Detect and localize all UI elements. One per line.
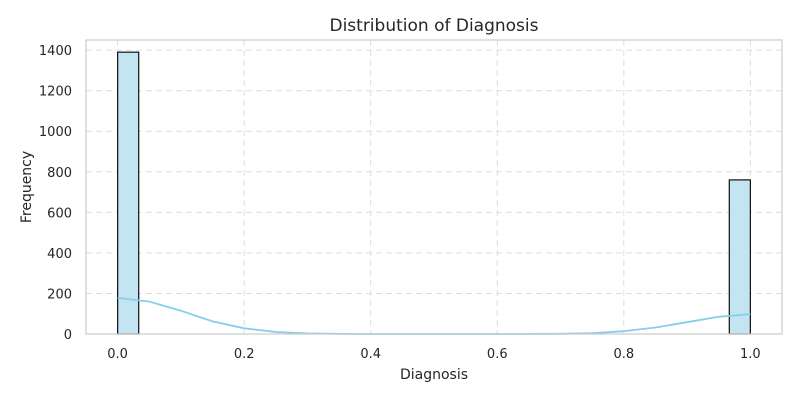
histogram-bar bbox=[117, 51, 140, 335]
chart-title: Distribution of Diagnosis bbox=[329, 16, 538, 36]
y-tick-label: 400 bbox=[47, 247, 72, 262]
x-tick-label: 1.0 bbox=[740, 347, 761, 362]
plot-frame bbox=[85, 39, 783, 335]
y-tick-label: 600 bbox=[47, 206, 72, 221]
y-axis-label: Frequency bbox=[19, 151, 35, 223]
x-tick-label: 0.0 bbox=[107, 347, 128, 362]
y-tick-label: 800 bbox=[47, 166, 72, 181]
y-tick-label: 0 bbox=[64, 328, 72, 343]
grid-layer bbox=[86, 40, 782, 335]
y-tick-label: 1400 bbox=[39, 44, 72, 59]
y-tick-labels: 0 200 400 600 800 1000 1200 1400 bbox=[39, 44, 72, 343]
kde-curve bbox=[117, 297, 751, 335]
bars-layer bbox=[117, 51, 751, 335]
x-tick-label: 0.2 bbox=[234, 347, 255, 362]
x-tick-label: 0.4 bbox=[360, 347, 381, 362]
x-tick-labels: 0.0 0.2 0.4 0.6 0.8 1.0 bbox=[107, 347, 760, 362]
x-tick-label: 0.6 bbox=[487, 347, 508, 362]
x-axis-label: Diagnosis bbox=[400, 367, 468, 383]
x-tick-label: 0.8 bbox=[613, 347, 634, 362]
y-tick-label: 1200 bbox=[39, 85, 72, 100]
y-tick-label: 1000 bbox=[39, 125, 72, 140]
histogram-bar bbox=[728, 179, 751, 335]
kde-layer bbox=[117, 297, 751, 335]
y-tick-label: 200 bbox=[47, 287, 72, 302]
